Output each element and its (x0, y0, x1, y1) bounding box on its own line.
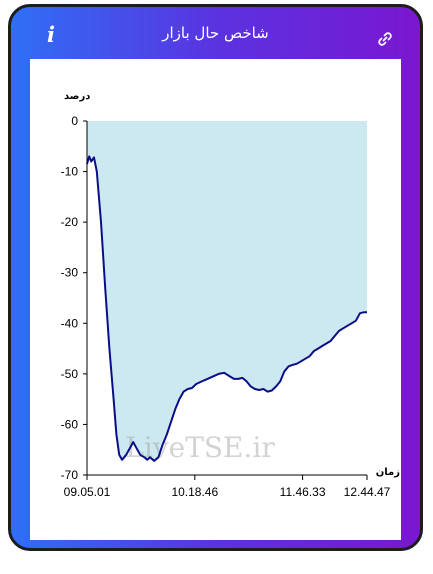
link-icon[interactable] (376, 30, 394, 48)
y-tick-label: -10 (61, 165, 79, 179)
chart: LiveTSE.ir0-10-20-30-40-50-60-7009.05.01… (61, 91, 401, 499)
y-axis-label: درصد (64, 91, 90, 102)
x-tick-label: 09.05.01 (64, 485, 111, 499)
series-line (86, 155, 367, 462)
y-tick-label: -60 (61, 417, 79, 431)
y-tick-label: 0 (71, 114, 78, 128)
chart-card: LiveTSE.ir 0 -10 -20 -30 -40 -50 -60 -70 09.05.01… (30, 59, 401, 540)
y-tick-label: -20 (61, 215, 79, 229)
x-tick-label: 12.44.47 (344, 485, 391, 499)
y-tick-label: -70 (61, 468, 79, 482)
header-bar: i شاخص حال بازار (11, 7, 420, 59)
x-tick-label: 10.18.46 (171, 485, 218, 499)
y-tick-label: -40 (61, 316, 79, 330)
x-tick-label: 11.46.33 (280, 485, 326, 499)
y-tick-label: -30 (61, 266, 79, 280)
app-frame: i شاخص حال بازار LiveTSE.ir 0 -10 -20 -30 -40… (8, 4, 423, 551)
page-title: شاخص حال بازار (162, 24, 269, 42)
series-area (87, 121, 367, 461)
x-axis-label: زمان (376, 467, 400, 478)
y-tick-label: -50 (61, 367, 79, 381)
info-icon[interactable]: i (47, 22, 55, 47)
